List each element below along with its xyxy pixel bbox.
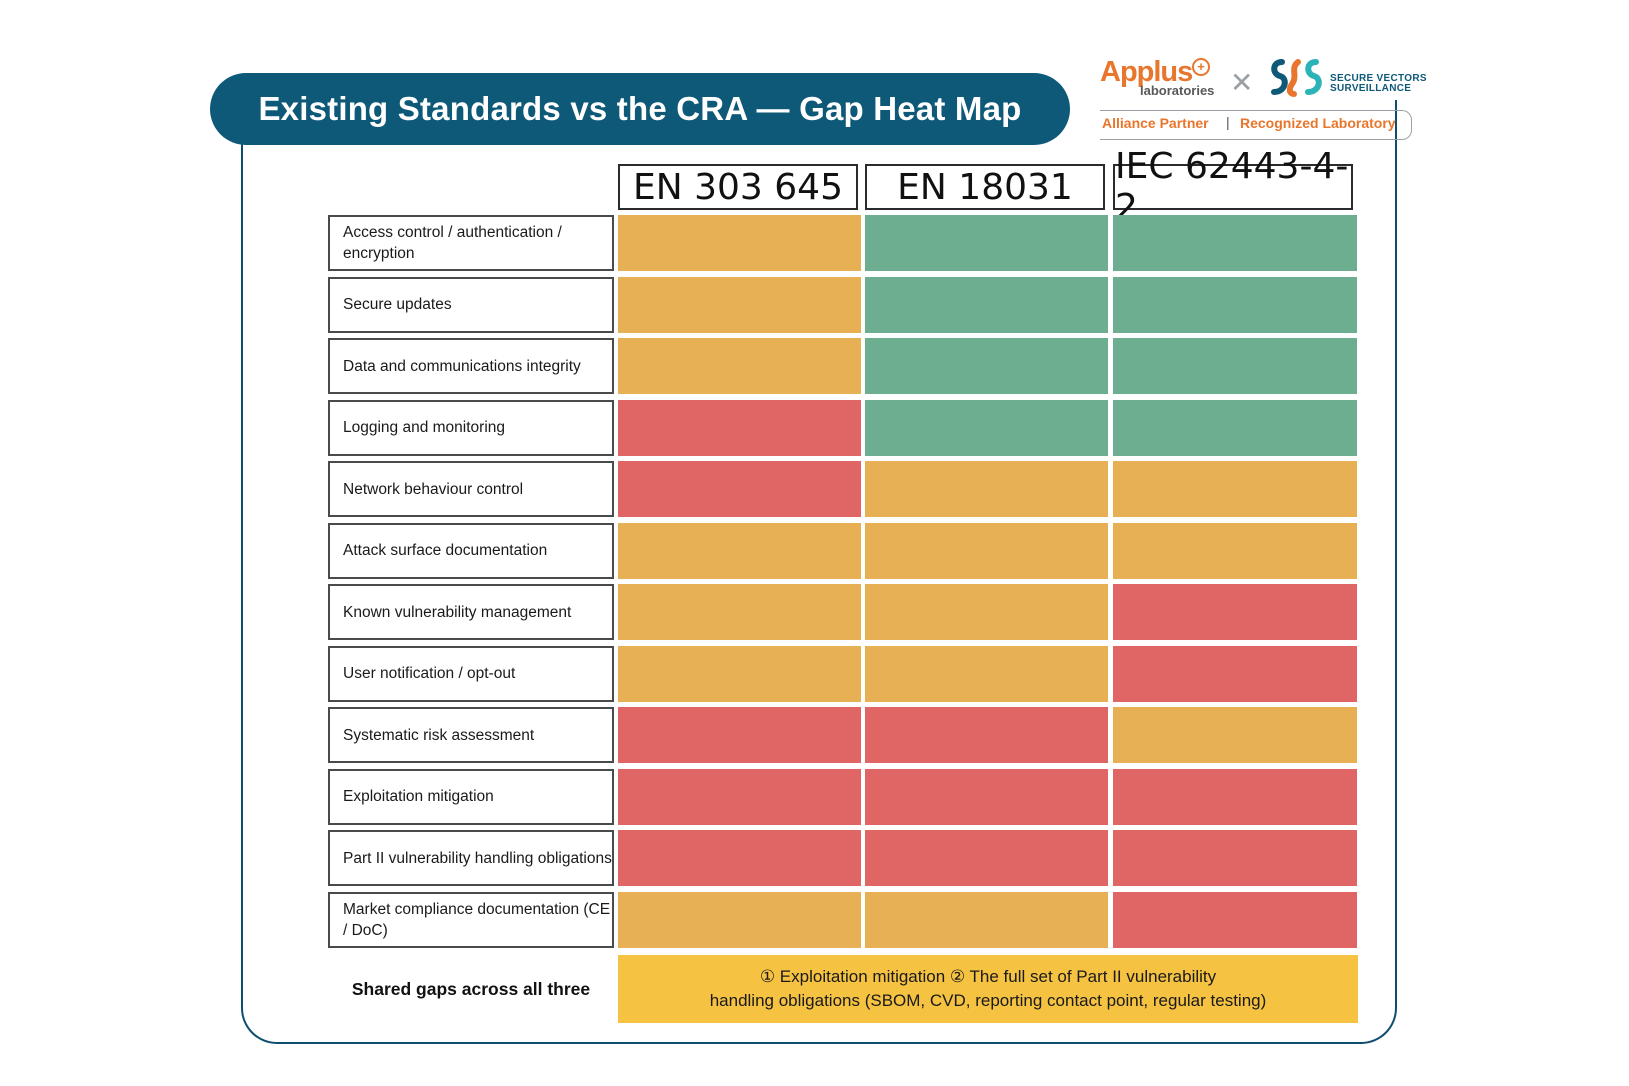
row-label-2: Data and communications integrity <box>328 338 614 394</box>
heatmap-cell-r4-c2 <box>1113 461 1357 517</box>
heatmap-cell-r8-c1 <box>865 707 1108 763</box>
heatmap-cell-r9-c2 <box>1113 768 1357 825</box>
column-header-0: EN 303 645 <box>618 164 858 210</box>
heatmap-cell-r1-c2 <box>1113 276 1357 333</box>
column-header-2: IEC 62443-4-2 <box>1113 146 1353 228</box>
heatmap-cell-r1-c0 <box>618 276 861 333</box>
heatmap-cell-r0-c1 <box>865 215 1108 271</box>
heatmap-cell-r10-c2 <box>1113 830 1357 886</box>
row-label-0: Access control / authentication / encryp… <box>328 215 614 271</box>
row-label-11: Market compliance documentation (CE / Do… <box>328 891 614 948</box>
heatmap-cell-r5-c2 <box>1113 522 1357 579</box>
content-frame <box>241 100 1397 1044</box>
heatmap-cell-r9-c0 <box>618 768 861 825</box>
heatmap-cell-r10-c1 <box>865 830 1108 886</box>
heatmap-cell-r2-c2 <box>1113 338 1357 394</box>
heatmap-cell-r2-c0 <box>618 338 861 394</box>
heatmap-cell-r7-c2 <box>1113 645 1357 702</box>
heatmap-cell-r11-c2 <box>1113 891 1357 948</box>
badge-alliance-partner: Alliance Partner <box>1102 115 1209 131</box>
heatmap-cell-r1-c1 <box>865 276 1108 333</box>
svs-logo-text: SECURE VECTORS SURVEILLANCE <box>1330 74 1427 94</box>
heatmap-cell-r3-c0 <box>618 399 861 456</box>
applus-logo: Applus <box>1100 56 1193 88</box>
heatmap-cell-r0-c0 <box>618 215 861 271</box>
heatmap-cell-r6-c0 <box>618 584 861 640</box>
shared-gaps-box: ① Exploitation mitigation ② The full set… <box>618 955 1358 1023</box>
row-label-8: Systematic risk assessment <box>328 707 614 763</box>
title-banner: Existing Standards vs the CRA — Gap Heat… <box>210 73 1070 145</box>
heatmap-cell-r3-c2 <box>1113 399 1357 456</box>
heatmap-cell-r9-c1 <box>865 768 1108 825</box>
row-label-5: Attack surface documentation <box>328 522 614 579</box>
partner-badge <box>1100 110 1412 140</box>
applus-plus-icon: + <box>1192 58 1210 76</box>
heatmap-cell-r7-c1 <box>865 645 1108 702</box>
svs-line-2: SURVEILLANCE <box>1330 83 1412 94</box>
partner-logos: Applus + laboratories ✕ SECURE VECTORS S… <box>1100 54 1430 144</box>
row-label-7: User notification / opt-out <box>328 645 614 702</box>
row-label-4: Network behaviour control <box>328 461 614 517</box>
badge-recognized-laboratory: Recognized Laboratory <box>1240 115 1396 131</box>
heatmap-cell-r8-c2 <box>1113 707 1357 763</box>
shared-gaps-text-line-1: ① Exploitation mitigation ② The full set… <box>759 967 1217 986</box>
heatmap-cell-r5-c1 <box>865 522 1108 579</box>
heatmap-cell-r11-c1 <box>865 891 1108 948</box>
svs-line-1: SECURE VECTORS <box>1330 73 1427 84</box>
cross-icon: ✕ <box>1230 67 1254 98</box>
column-header-1: EN 18031 <box>865 164 1105 210</box>
heatmap-cell-r3-c1 <box>865 399 1108 456</box>
heatmap-cell-r10-c0 <box>618 830 861 886</box>
badge-separator: | <box>1226 114 1230 130</box>
row-label-10: Part II vulnerability handling obligatio… <box>328 830 614 886</box>
heatmap-cell-r4-c1 <box>865 461 1108 517</box>
heatmap-cell-r6-c1 <box>865 584 1108 640</box>
heatmap-cell-r4-c0 <box>618 461 861 517</box>
row-label-6: Known vulnerability management <box>328 584 614 640</box>
row-label-1: Secure updates <box>328 276 614 333</box>
heatmap-cell-r0-c2 <box>1113 215 1357 271</box>
applus-sub-label: laboratories <box>1140 83 1215 98</box>
shared-gaps-label: Shared gaps across all three <box>351 978 591 999</box>
row-label-9: Exploitation mitigation <box>328 768 614 825</box>
row-label-3: Logging and monitoring <box>328 399 614 456</box>
heatmap-cell-r8-c0 <box>618 707 861 763</box>
heatmap-cell-r11-c0 <box>618 891 861 948</box>
heatmap-cell-r2-c1 <box>865 338 1108 394</box>
heatmap-cell-r5-c0 <box>618 522 861 579</box>
heatmap-cell-r7-c0 <box>618 645 861 702</box>
heatmap-cell-r6-c2 <box>1113 584 1357 640</box>
svs-logo-icon <box>1271 59 1322 97</box>
page-title: Existing Standards vs the CRA — Gap Heat… <box>258 90 1022 127</box>
shared-gaps-text-line-2: handling obligations (SBOM, CVD, reporti… <box>709 991 1267 1010</box>
